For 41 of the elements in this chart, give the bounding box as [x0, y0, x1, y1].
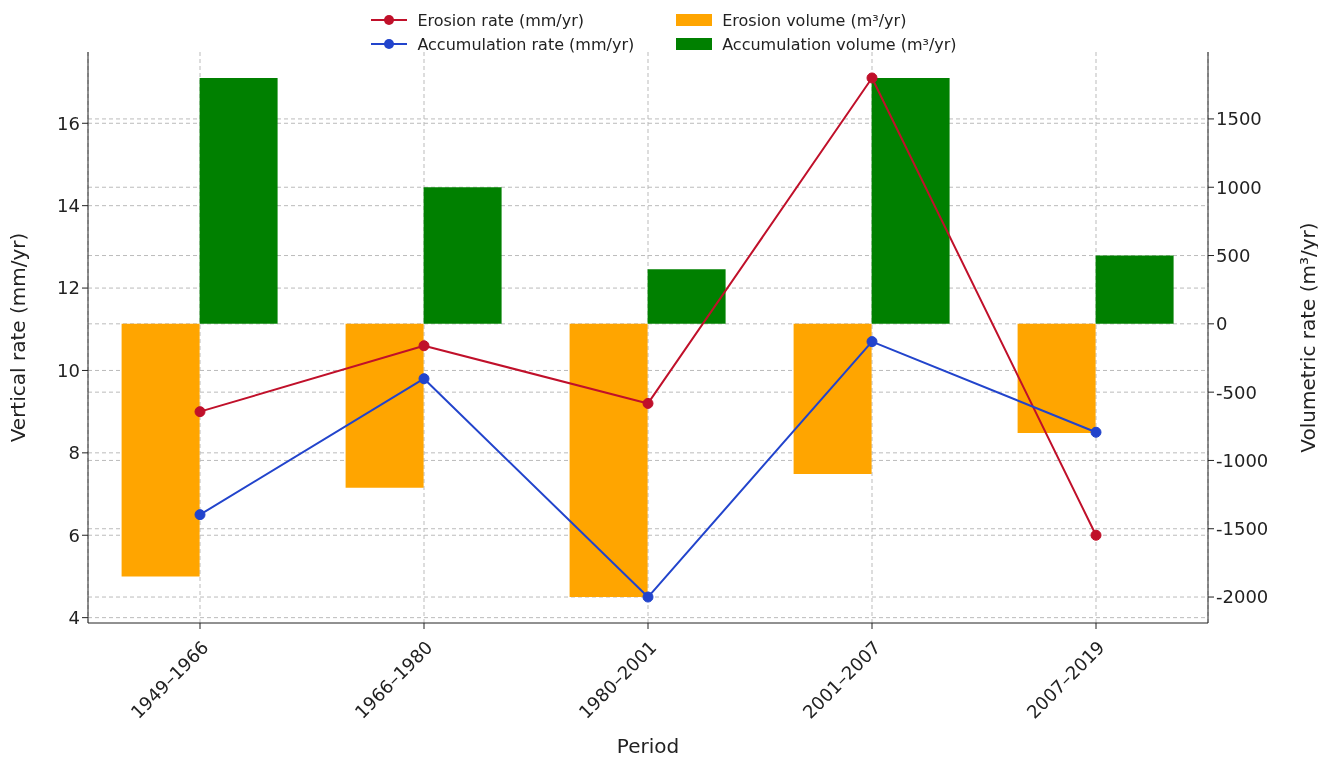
y-tick-label: 12: [57, 277, 80, 299]
bar: [569, 323, 648, 598]
y-tick-label: 10: [57, 359, 80, 381]
bar: [871, 77, 950, 324]
y2-tick-label: 1000: [1216, 176, 1262, 198]
bar: [1095, 255, 1174, 324]
y-tick-label: 16: [57, 112, 80, 134]
point: [194, 406, 206, 418]
y2-tick-label: -500: [1216, 381, 1257, 403]
legend-label: Accumulation rate (mm/yr): [417, 34, 635, 54]
bar: [793, 323, 872, 475]
y2-tick-label: 1500: [1216, 108, 1262, 130]
y2-tick-label: -1500: [1216, 518, 1269, 540]
bar: [121, 323, 200, 577]
y-tick-label: 6: [68, 524, 80, 546]
y-tick-label: 4: [68, 607, 80, 629]
point: [866, 72, 878, 84]
point: [642, 591, 654, 603]
bar: [647, 269, 726, 324]
point: [1090, 426, 1102, 438]
bar: [423, 187, 502, 324]
y2-tick-label: 500: [1216, 244, 1251, 266]
y2-tick-label: 0: [1216, 313, 1228, 335]
bar: [1017, 323, 1096, 434]
point: [1090, 529, 1102, 541]
point: [642, 397, 654, 409]
legend-label: Erosion rate (mm/yr): [417, 10, 585, 30]
point: [418, 373, 430, 385]
bar: [199, 77, 278, 324]
point: [866, 336, 878, 348]
x-axis-title: Period: [616, 734, 680, 758]
y-axis-title: Vertical rate (mm/yr): [6, 232, 31, 443]
y-tick-label: 14: [57, 195, 80, 217]
y-tick-label: 8: [68, 442, 80, 464]
legend-label: Erosion volume (m³/yr): [722, 10, 907, 30]
point: [418, 340, 430, 352]
legend-label: Accumulation volume (m³/yr): [722, 34, 957, 54]
y2-tick-label: -2000: [1216, 586, 1269, 608]
point: [194, 509, 206, 521]
y2-tick-label: -1000: [1216, 449, 1269, 471]
bar: [345, 323, 424, 488]
